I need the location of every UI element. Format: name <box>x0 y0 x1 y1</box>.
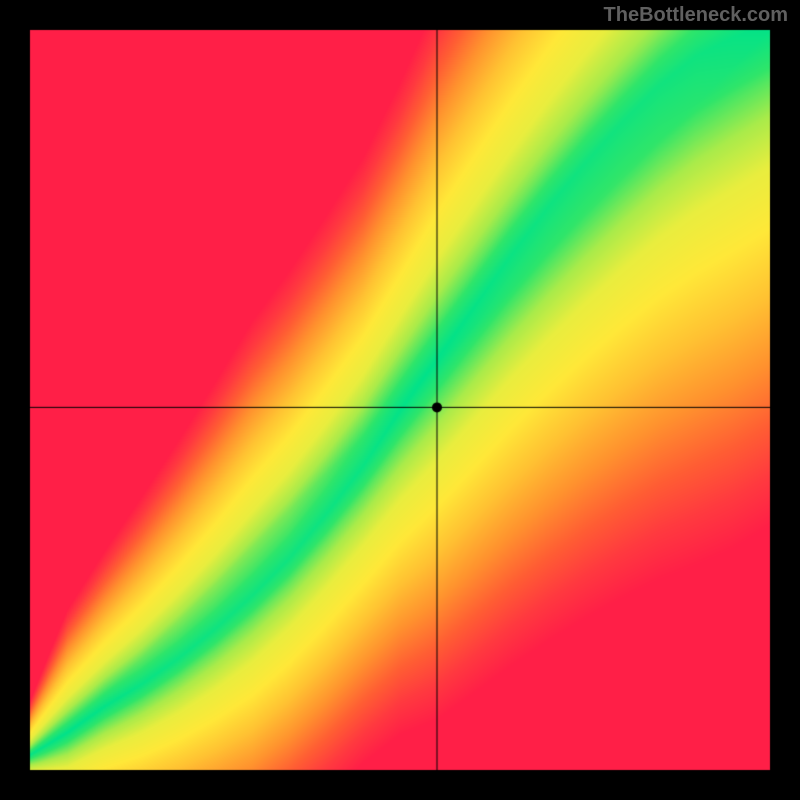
heatmap-canvas <box>0 0 800 800</box>
watermark-text: TheBottleneck.com <box>604 4 788 27</box>
chart-container: TheBottleneck.com <box>0 0 800 800</box>
